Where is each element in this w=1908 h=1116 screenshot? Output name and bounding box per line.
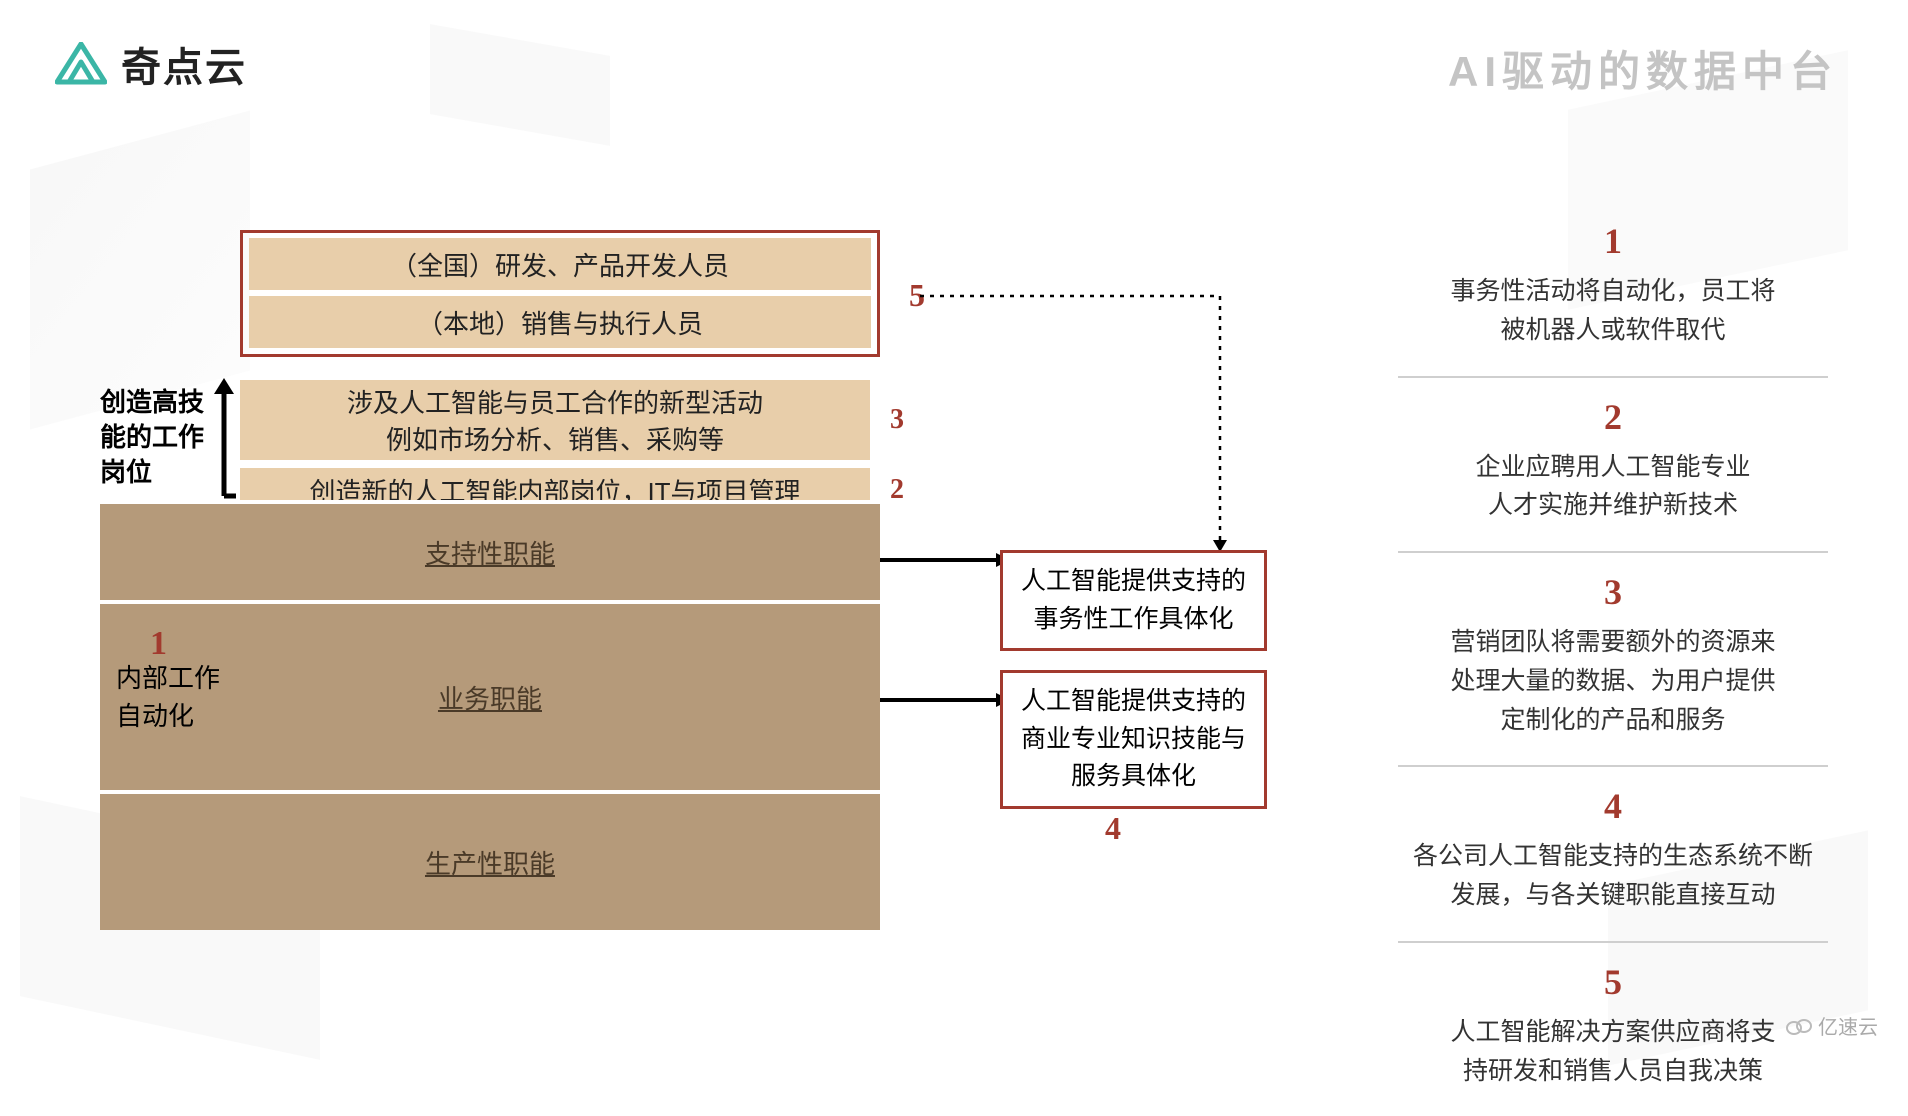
mid-bar-number: 2	[890, 474, 904, 506]
right-item-text: 各公司人工智能支持的生态系统不断发展，与各关键职能直接互动	[1398, 837, 1828, 915]
right-item-number: 1	[1398, 220, 1828, 262]
dotted-connector	[920, 290, 1240, 555]
mid-bar-0: 涉及人工智能与员工合作的新型活动例如市场分析、销售、采购等3	[240, 380, 870, 460]
bottom-side-text: 内部工作自动化	[116, 660, 266, 735]
top-bar-rd: （全国）研发、产品开发人员	[249, 238, 871, 290]
callout-number-4: 4	[1105, 810, 1121, 847]
bottom-row-0: 支持性职能	[100, 500, 880, 600]
right-item-2: 2 企业应聘用人工智能专业人才实施并维护新技术	[1398, 396, 1828, 526]
diagram-stage: 创造高技能的工作岗位 （全国）研发、产品开发人员 （本地）销售与执行人员 5 涉…	[100, 230, 1320, 950]
logo-text: 奇点云	[121, 35, 247, 93]
callout-c1: 人工智能提供支持的事务性工作具体化	[1000, 550, 1267, 651]
mid-bar-label: 涉及人工智能与员工合作的新型活动例如市场分析、销售、采购等	[347, 383, 763, 457]
right-separator	[1398, 551, 1828, 553]
brand-logo: 奇点云	[55, 35, 247, 93]
right-item-3: 3 营销团队将需要额外的资源来处理大量的数据、为用户提供定制化的产品和服务	[1398, 571, 1828, 739]
right-item-text: 营销团队将需要额外的资源来处理大量的数据、为用户提供定制化的产品和服务	[1398, 623, 1828, 739]
arrow-to-callout-2	[880, 690, 1010, 710]
callout-c2: 人工智能提供支持的商业专业知识技能与服务具体化	[1000, 670, 1267, 809]
right-item-text: 事务性活动将自动化，员工将被机器人或软件取代	[1398, 272, 1828, 350]
right-item-4: 4 各公司人工智能支持的生态系统不断发展，与各关键职能直接互动	[1398, 785, 1828, 915]
watermark: 亿速云	[1786, 1011, 1878, 1040]
page-title: AI驱动的数据中台	[1448, 38, 1838, 99]
right-separator	[1398, 765, 1828, 767]
arrow-up-icon	[212, 378, 236, 498]
logo-icon	[55, 42, 107, 86]
mid-bar-number: 3	[890, 404, 904, 436]
right-separator	[1398, 376, 1828, 378]
right-item-text: 人工智能解决方案供应商将支持研发和销售人员自我决策	[1398, 1013, 1828, 1091]
right-list: 1 事务性活动将自动化，员工将被机器人或软件取代 2 企业应聘用人工智能专业人才实施并…	[1398, 220, 1828, 1116]
top-bar-sales: （本地）销售与执行人员	[249, 296, 871, 348]
right-item-text: 企业应聘用人工智能专业人才实施并维护新技术	[1398, 448, 1828, 526]
right-item-number: 5	[1398, 961, 1828, 1003]
right-item-1: 1 事务性活动将自动化，员工将被机器人或软件取代	[1398, 220, 1828, 350]
right-item-number: 3	[1398, 571, 1828, 613]
right-item-number: 2	[1398, 396, 1828, 438]
mid-group: 涉及人工智能与员工合作的新型活动例如市场分析、销售、采购等3创造新的人工智能内部…	[240, 380, 880, 520]
bottom-side-number: 1	[150, 625, 167, 663]
right-separator	[1398, 941, 1828, 943]
side-label-create-jobs: 创造高技能的工作岗位	[100, 385, 220, 490]
top-group-5: （全国）研发、产品开发人员 （本地）销售与执行人员 5	[240, 230, 880, 357]
bottom-row-2: 生产性职能	[100, 790, 880, 930]
watermark-text: 亿速云	[1818, 1011, 1878, 1040]
right-item-number: 4	[1398, 785, 1828, 827]
right-item-5: 5 人工智能解决方案供应商将支持研发和销售人员自我决策	[1398, 961, 1828, 1091]
